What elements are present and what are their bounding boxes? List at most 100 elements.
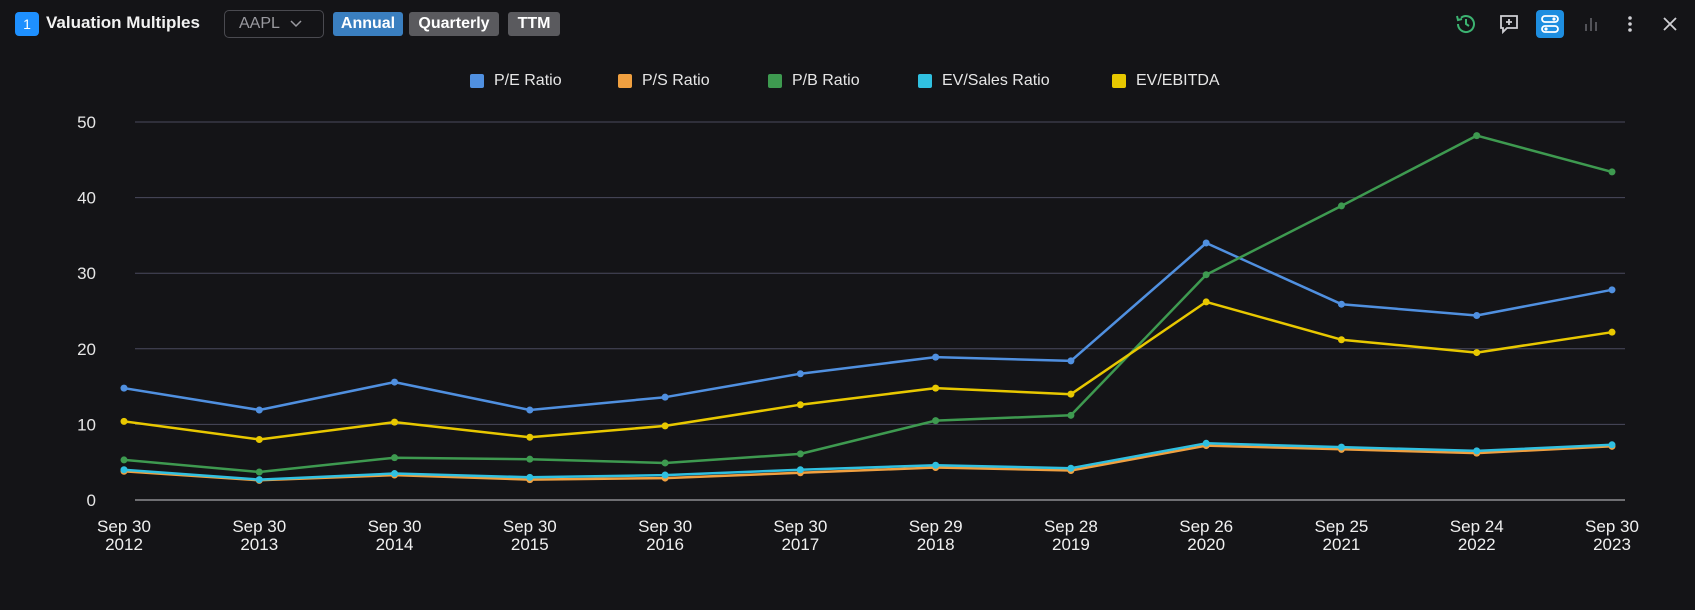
data-point-ev_sales[interactable]: [796, 466, 804, 474]
comment-add-icon[interactable]: [1495, 10, 1523, 38]
data-point-pe[interactable]: [255, 406, 263, 414]
data-point-ev_ebitda[interactable]: [526, 433, 534, 441]
series-line-ev_ebitda[interactable]: [123, 300, 1613, 441]
data-point-ev_sales[interactable]: [1337, 443, 1345, 451]
data-point-pe[interactable]: [661, 393, 669, 401]
x-tick-label: Sep 30 2023: [1585, 517, 1639, 554]
x-tick-label: Sep 30 2016: [638, 517, 692, 554]
data-point-ev_sales[interactable]: [1202, 439, 1210, 447]
data-point-pb[interactable]: [932, 417, 940, 425]
data-point-ev_sales[interactable]: [932, 461, 940, 469]
data-point-ev_ebitda[interactable]: [1067, 390, 1075, 398]
y-tick-label: 30: [77, 264, 96, 283]
data-point-ev_ebitda[interactable]: [1473, 349, 1481, 357]
data-point-ev_ebitda[interactable]: [796, 401, 804, 409]
data-point-ev_ebitda[interactable]: [391, 418, 399, 426]
x-tick-label: Sep 26 2020: [1179, 517, 1233, 554]
data-point-pb[interactable]: [1202, 271, 1210, 279]
data-point-pe[interactable]: [120, 384, 128, 392]
data-point-ev_ebitda[interactable]: [661, 422, 669, 430]
data-point-ev_sales[interactable]: [1067, 464, 1075, 472]
data-point-pb[interactable]: [661, 459, 669, 467]
x-axis: Sep 30 2012 Sep 30 2013 Sep 30 2014 Sep 30 2015…: [97, 517, 1639, 554]
history-icon[interactable]: [1452, 10, 1480, 38]
data-point-pb[interactable]: [120, 456, 128, 464]
data-point-pb[interactable]: [1337, 202, 1345, 210]
series-line-pb[interactable]: [123, 134, 1613, 474]
data-point-ev_sales[interactable]: [1473, 447, 1481, 455]
panel-title: Valuation Multiples: [46, 13, 200, 32]
ticker-value: AAPL: [239, 15, 280, 32]
data-point-ev_sales[interactable]: [526, 473, 534, 481]
legend-swatch-ev-sales: [918, 74, 932, 88]
data-point-pb[interactable]: [255, 468, 263, 476]
data-point-pe[interactable]: [1608, 286, 1616, 294]
x-tick-label: Sep 28 2019: [1044, 517, 1098, 554]
data-point-pe[interactable]: [796, 370, 804, 378]
data-point-pe[interactable]: [1067, 357, 1075, 365]
legend-label-ev-sales: EV/Sales Ratio: [942, 72, 1050, 89]
data-point-ev_ebitda[interactable]: [932, 384, 940, 392]
settings-toggle-icon[interactable]: [1536, 10, 1564, 38]
x-tick-label: Sep 30 2017: [773, 517, 827, 554]
data-point-ev_sales[interactable]: [120, 466, 128, 474]
data-point-ev_ebitda[interactable]: [1202, 298, 1210, 306]
y-tick-label: 50: [77, 113, 96, 132]
legend-label-ev-ebitda: EV/EBITDA: [1136, 72, 1220, 89]
tab-quarterly[interactable]: Quarterly: [409, 12, 499, 36]
data-point-ev_ebitda[interactable]: [1337, 336, 1345, 344]
more-vertical-icon[interactable]: [1616, 10, 1644, 38]
data-point-pe[interactable]: [1473, 312, 1481, 320]
legend-swatch-ps: [618, 74, 632, 88]
chart-series: [120, 132, 1616, 484]
legend-item-ev-ebitda[interactable]: EV/EBITDA: [1112, 72, 1220, 90]
data-point-ev_ebitda[interactable]: [1608, 328, 1616, 336]
data-point-pb[interactable]: [1608, 168, 1616, 176]
data-point-pe[interactable]: [932, 353, 940, 361]
legend-swatch-pe: [470, 74, 484, 88]
legend-swatch-pb: [768, 74, 782, 88]
chevron-down-icon: [290, 17, 302, 31]
panel-header: 1 Valuation Multiples AAPL Annual Quarte…: [0, 0, 1695, 48]
x-tick-label: Sep 30 2012: [97, 517, 151, 554]
tab-ttm[interactable]: TTM: [508, 12, 560, 36]
close-icon[interactable]: [1656, 10, 1684, 38]
data-point-pe[interactable]: [391, 378, 399, 386]
chart-legend: P/E Ratio P/S Ratio P/B Ratio EV/Sales R…: [0, 72, 1695, 96]
data-point-pb[interactable]: [391, 454, 399, 462]
tab-annual[interactable]: Annual: [333, 12, 403, 36]
legend-item-ev-sales[interactable]: EV/Sales Ratio: [918, 72, 1050, 90]
legend-item-pb[interactable]: P/B Ratio: [768, 72, 860, 90]
y-tick-label: 20: [77, 340, 96, 359]
data-point-pb[interactable]: [526, 455, 534, 463]
series-line-ev_sales[interactable]: [123, 442, 1613, 481]
data-point-ev_sales[interactable]: [391, 470, 399, 478]
data-point-pb[interactable]: [796, 450, 804, 458]
data-point-ev_sales[interactable]: [661, 471, 669, 479]
legend-item-pe[interactable]: P/E Ratio: [470, 72, 562, 90]
data-point-pe[interactable]: [1202, 239, 1210, 247]
data-point-ev_sales[interactable]: [255, 476, 263, 484]
legend-label-ps: P/S Ratio: [642, 72, 710, 89]
data-point-pe[interactable]: [1337, 300, 1345, 308]
chart-grid: [135, 121, 1625, 501]
y-tick-label: 40: [77, 189, 96, 208]
bar-chart-icon[interactable]: [1577, 10, 1605, 38]
legend-label-pe: P/E Ratio: [494, 72, 562, 89]
data-point-ev_sales[interactable]: [1608, 441, 1616, 449]
series-line-ps[interactable]: [123, 444, 1613, 482]
data-point-ev_ebitda[interactable]: [255, 436, 263, 444]
x-tick-label: Sep 30 2013: [232, 517, 286, 554]
series-line-pe[interactable]: [123, 241, 1613, 412]
data-point-pe[interactable]: [526, 406, 534, 414]
x-tick-label: Sep 29 2018: [909, 517, 963, 554]
data-point-pb[interactable]: [1473, 132, 1481, 140]
data-point-ev_ebitda[interactable]: [120, 417, 128, 425]
ticker-dropdown[interactable]: AAPL: [224, 10, 324, 38]
legend-label-pb: P/B Ratio: [792, 72, 860, 89]
data-point-pb[interactable]: [1067, 411, 1075, 419]
x-tick-label: Sep 24 2022: [1450, 517, 1504, 554]
x-tick-label: Sep 30 2014: [368, 517, 422, 554]
legend-item-ps[interactable]: P/S Ratio: [618, 72, 710, 90]
